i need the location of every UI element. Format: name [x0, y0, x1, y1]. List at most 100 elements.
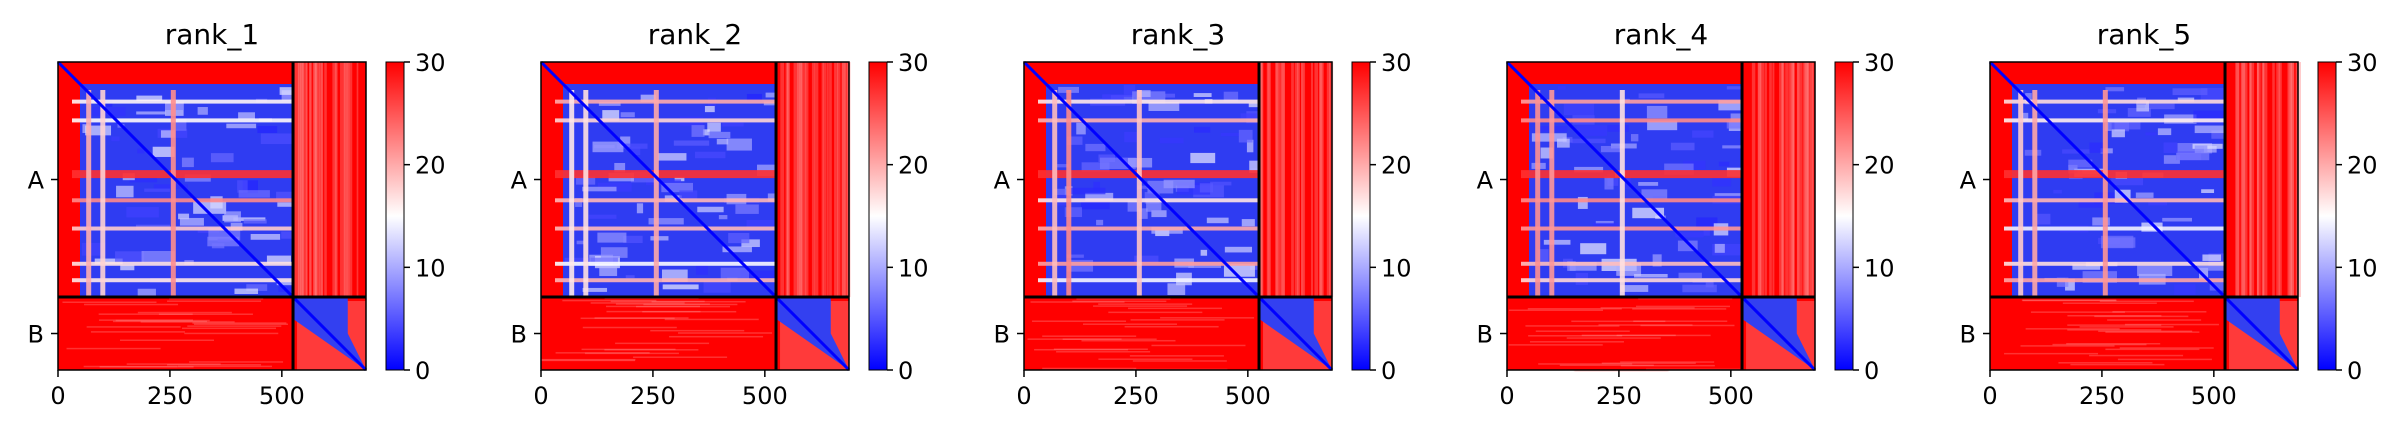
heatmap-cell	[2163, 155, 2180, 164]
colorbar-tick-label: 20	[415, 152, 446, 180]
heatmap-streak	[300, 62, 305, 298]
heatmap-col-stripe	[2032, 90, 2038, 298]
heatmap-cell	[277, 202, 294, 207]
heatmap-streak	[664, 318, 759, 321]
y-tick-label-B: B	[1477, 321, 1493, 349]
heatmap-streak	[594, 317, 689, 319]
heatmap-streak	[1034, 348, 1129, 351]
heatmap-cell	[564, 257, 590, 263]
heatmap-cell	[1726, 86, 1743, 90]
diagonal	[1022, 60, 1334, 372]
heatmap-streak	[1132, 360, 1227, 362]
heatmap-cell	[623, 235, 643, 244]
colorbar	[1351, 61, 1371, 371]
x-tick-label: 250	[2079, 382, 2125, 410]
heatmap-streak	[678, 332, 773, 334]
heatmap-streak	[584, 352, 679, 355]
heatmap-cell	[599, 264, 618, 277]
heatmap-streak	[1276, 62, 1281, 298]
heatmap-row-stripe	[72, 261, 294, 266]
heatmap-cell	[1099, 157, 1136, 170]
heatmap-streak	[785, 62, 789, 298]
heatmap-streak	[582, 326, 677, 329]
heatmap-cell	[598, 101, 621, 106]
heatmap-streak	[642, 310, 737, 313]
heatmap-cell	[1595, 220, 1614, 224]
heatmap-streak	[780, 62, 785, 298]
heatmap-cell	[2211, 130, 2226, 139]
heatmap-streak	[184, 332, 279, 335]
heatmap-cell	[2062, 149, 2090, 154]
heatmap-cell	[1620, 285, 1649, 292]
heatmap-cell	[1600, 145, 1621, 153]
heatmap-streak	[2105, 348, 2200, 351]
heatmap-streak	[2021, 299, 2116, 302]
heatmap-cell	[279, 87, 294, 95]
heatmap-streak	[1508, 309, 1603, 311]
heatmap-cell	[238, 190, 270, 198]
heatmap-streak	[1259, 62, 1263, 298]
heatmap-cell	[620, 112, 635, 118]
heatmap-cell	[1053, 188, 1073, 195]
heatmap-streak	[305, 62, 308, 298]
heatmap-cell	[2022, 112, 2029, 121]
heatmap-streak	[1053, 348, 1148, 350]
heatmap-streak	[786, 62, 790, 298]
heatmap-streak	[1124, 325, 1219, 328]
heatmap-streak	[2290, 62, 2293, 298]
heatmap-cell	[722, 122, 744, 127]
heatmap-streak	[1266, 62, 1270, 298]
heatmap-cell	[2089, 142, 2104, 153]
heatmap-cell	[2068, 164, 2078, 174]
heatmap	[1988, 60, 2301, 372]
heatmap-streak	[2089, 354, 2184, 357]
heatmap-streak	[1032, 320, 1127, 322]
heatmap-cell	[120, 265, 135, 271]
heatmap-streak	[2243, 62, 2248, 298]
heatmap-cell	[702, 129, 710, 136]
heatmap-streak	[610, 300, 705, 303]
heatmap-streak	[1259, 62, 1264, 298]
heatmap-streak	[1759, 62, 1765, 298]
heatmap-streak	[1805, 62, 1809, 298]
heatmap-streak	[2240, 62, 2244, 298]
heatmap-cell	[697, 206, 724, 213]
heatmap-streak	[343, 62, 346, 298]
heatmap-streak	[320, 62, 324, 298]
heatmap-streak	[126, 363, 221, 365]
heatmap-cell	[1580, 243, 1607, 255]
heatmap-streak	[633, 356, 728, 358]
heatmap-streak	[1810, 62, 1815, 298]
heatmap-cell	[1085, 192, 1114, 201]
heatmap-cell	[2053, 189, 2062, 194]
heatmap-streak	[811, 62, 815, 298]
heatmap-cell	[1569, 262, 1597, 271]
heatmap-streak	[2117, 358, 2212, 361]
x-tick-label: 0	[1016, 382, 1031, 410]
heatmap-cell	[1066, 254, 1084, 258]
heatmap-streak	[1566, 337, 1661, 339]
heatmap-streak	[115, 319, 210, 322]
heatmap-streak	[1280, 62, 1285, 298]
colorbar-tick-label: 30	[898, 49, 929, 77]
x-tick-label: 500	[1225, 382, 1271, 410]
heatmap-streak	[1804, 62, 1809, 298]
heatmap-cell	[703, 280, 731, 293]
heatmap-row-stripe	[1521, 198, 1743, 203]
colorbar	[868, 61, 888, 371]
heatmap-streak	[1321, 62, 1324, 298]
heatmap-streak	[324, 62, 327, 298]
heatmap-streak	[2067, 329, 2162, 331]
heatmap-streak	[606, 305, 701, 308]
y-tick-label-B: B	[994, 321, 1010, 349]
heatmap-streak	[98, 313, 193, 315]
heatmap-row-stripe	[555, 118, 777, 123]
heatmap-streak	[1082, 323, 1177, 325]
heatmap-cell	[1714, 193, 1742, 197]
heatmap-streak	[158, 313, 253, 315]
heatmap-streak	[1559, 364, 1654, 367]
heatmap-streak	[2112, 311, 2207, 313]
heatmap-streak	[797, 62, 801, 298]
heatmap-cell	[1139, 208, 1148, 219]
plot-frame	[540, 61, 850, 371]
